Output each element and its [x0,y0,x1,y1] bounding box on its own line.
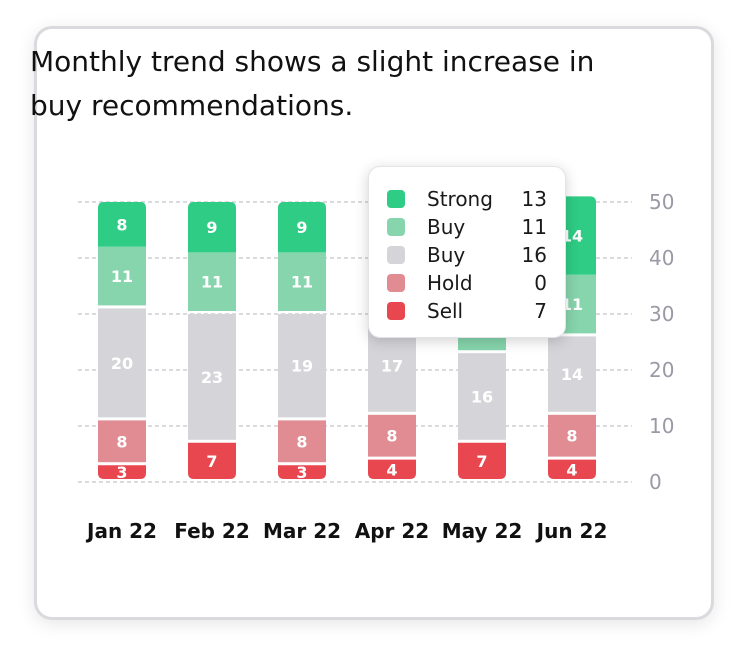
tooltip-swatch [387,246,405,264]
chart-tooltip: Strong 13 Buy 11 Buy 16 Hold 0 Sell 7 [368,166,566,338]
bar-value-label: 3 [296,463,307,482]
tooltip-label: Buy [427,243,466,267]
bar-segment [278,465,326,479]
bar-segment [548,414,596,457]
bar-value-label: 8 [566,427,577,446]
tooltip-row-hold: Hold 0 [387,269,547,297]
bar-value-label: 23 [201,368,223,387]
bar-segment [368,414,416,457]
x-axis: Jan 22 Feb 22 Mar 22 Apr 22 May 22 Jun 22 [85,519,607,543]
tooltip-value: 11 [521,215,547,239]
bar-value-label: 14 [561,365,583,384]
bar-segment [98,246,146,306]
tooltip-row-sell: Sell 7 [387,297,547,325]
tooltip-value: 0 [534,271,547,295]
tooltip-label: Buy [427,215,466,239]
tooltip-row-buy: Buy 11 [387,213,547,241]
tooltip-swatch [387,190,405,208]
tooltip-row-buy-2: Buy 16 [387,241,547,269]
x-tick-label: May 22 [442,519,523,543]
bar-segment [278,420,326,463]
bar-value-label: 14 [561,227,583,246]
bar-value-label: 19 [291,357,313,376]
bar-value-label: 11 [561,295,583,314]
y-tick-label: 30 [649,302,674,326]
tooltip-label: Sell [427,299,464,323]
bar-value-label: 7 [206,452,217,471]
bar-segment [98,308,146,418]
bar-value-label: 8 [116,215,127,234]
tooltip-label: Strong [427,187,493,211]
tooltip-value: 13 [521,187,547,211]
bar-segment [188,314,236,440]
bar-value-label: 8 [116,432,127,451]
bar-value-label: 8 [296,432,307,451]
chart-caption: Monthly trend shows a slight increase in… [30,45,595,122]
bar-value-label: 4 [386,460,397,479]
y-tick-label: 20 [649,358,674,382]
grid-lines [78,201,632,483]
bar-value-label: 16 [471,388,493,407]
y-axis: 0 10 20 30 40 50 [649,190,674,494]
bar-value-label: 8 [386,427,397,446]
bar-value-label: 4 [566,460,577,479]
bar-value-label: 11 [291,273,313,292]
bar-segment [548,336,596,412]
bar-value-label: 7 [476,452,487,471]
bar-segment [278,314,326,418]
x-tick-label: Mar 22 [263,519,341,543]
bar-segment [98,465,146,479]
bar-segment [368,459,416,479]
tooltip-swatch [387,218,405,236]
bar-segment [458,353,506,440]
bar-segment [278,202,326,253]
x-tick-label: Feb 22 [174,519,250,543]
bar-segment [188,442,236,479]
bar-segment [188,252,236,311]
bar-value-label: 11 [111,267,133,286]
x-tick-label: Apr 22 [355,519,429,543]
tooltip-label: Hold [427,271,473,295]
tooltip-swatch [387,274,405,292]
bar-segment [278,252,326,311]
tooltip-swatch [387,302,405,320]
bar-value-label: 9 [296,218,307,237]
bar-segment [548,459,596,479]
y-tick-label: 0 [649,470,662,494]
bar-segment [98,420,146,463]
x-tick-label: Jun 22 [535,519,608,543]
tooltip-value: 7 [534,299,547,323]
bar-value-label: 17 [381,357,403,376]
bar-value-label: 3 [116,463,127,482]
bar-value-label: 11 [201,273,223,292]
tooltip-row-strong: Strong 13 [387,185,547,213]
bar-value-label: 20 [111,354,133,373]
bar-segment [98,202,146,247]
bar-segment [458,442,506,479]
x-tick-label: Jan 22 [85,519,157,543]
bar-value-label: 9 [206,218,217,237]
y-tick-label: 40 [649,246,674,270]
tooltip-value: 16 [521,243,547,267]
y-tick-label: 10 [649,414,674,438]
bar-segment [188,202,236,253]
y-tick-label: 50 [649,190,674,214]
